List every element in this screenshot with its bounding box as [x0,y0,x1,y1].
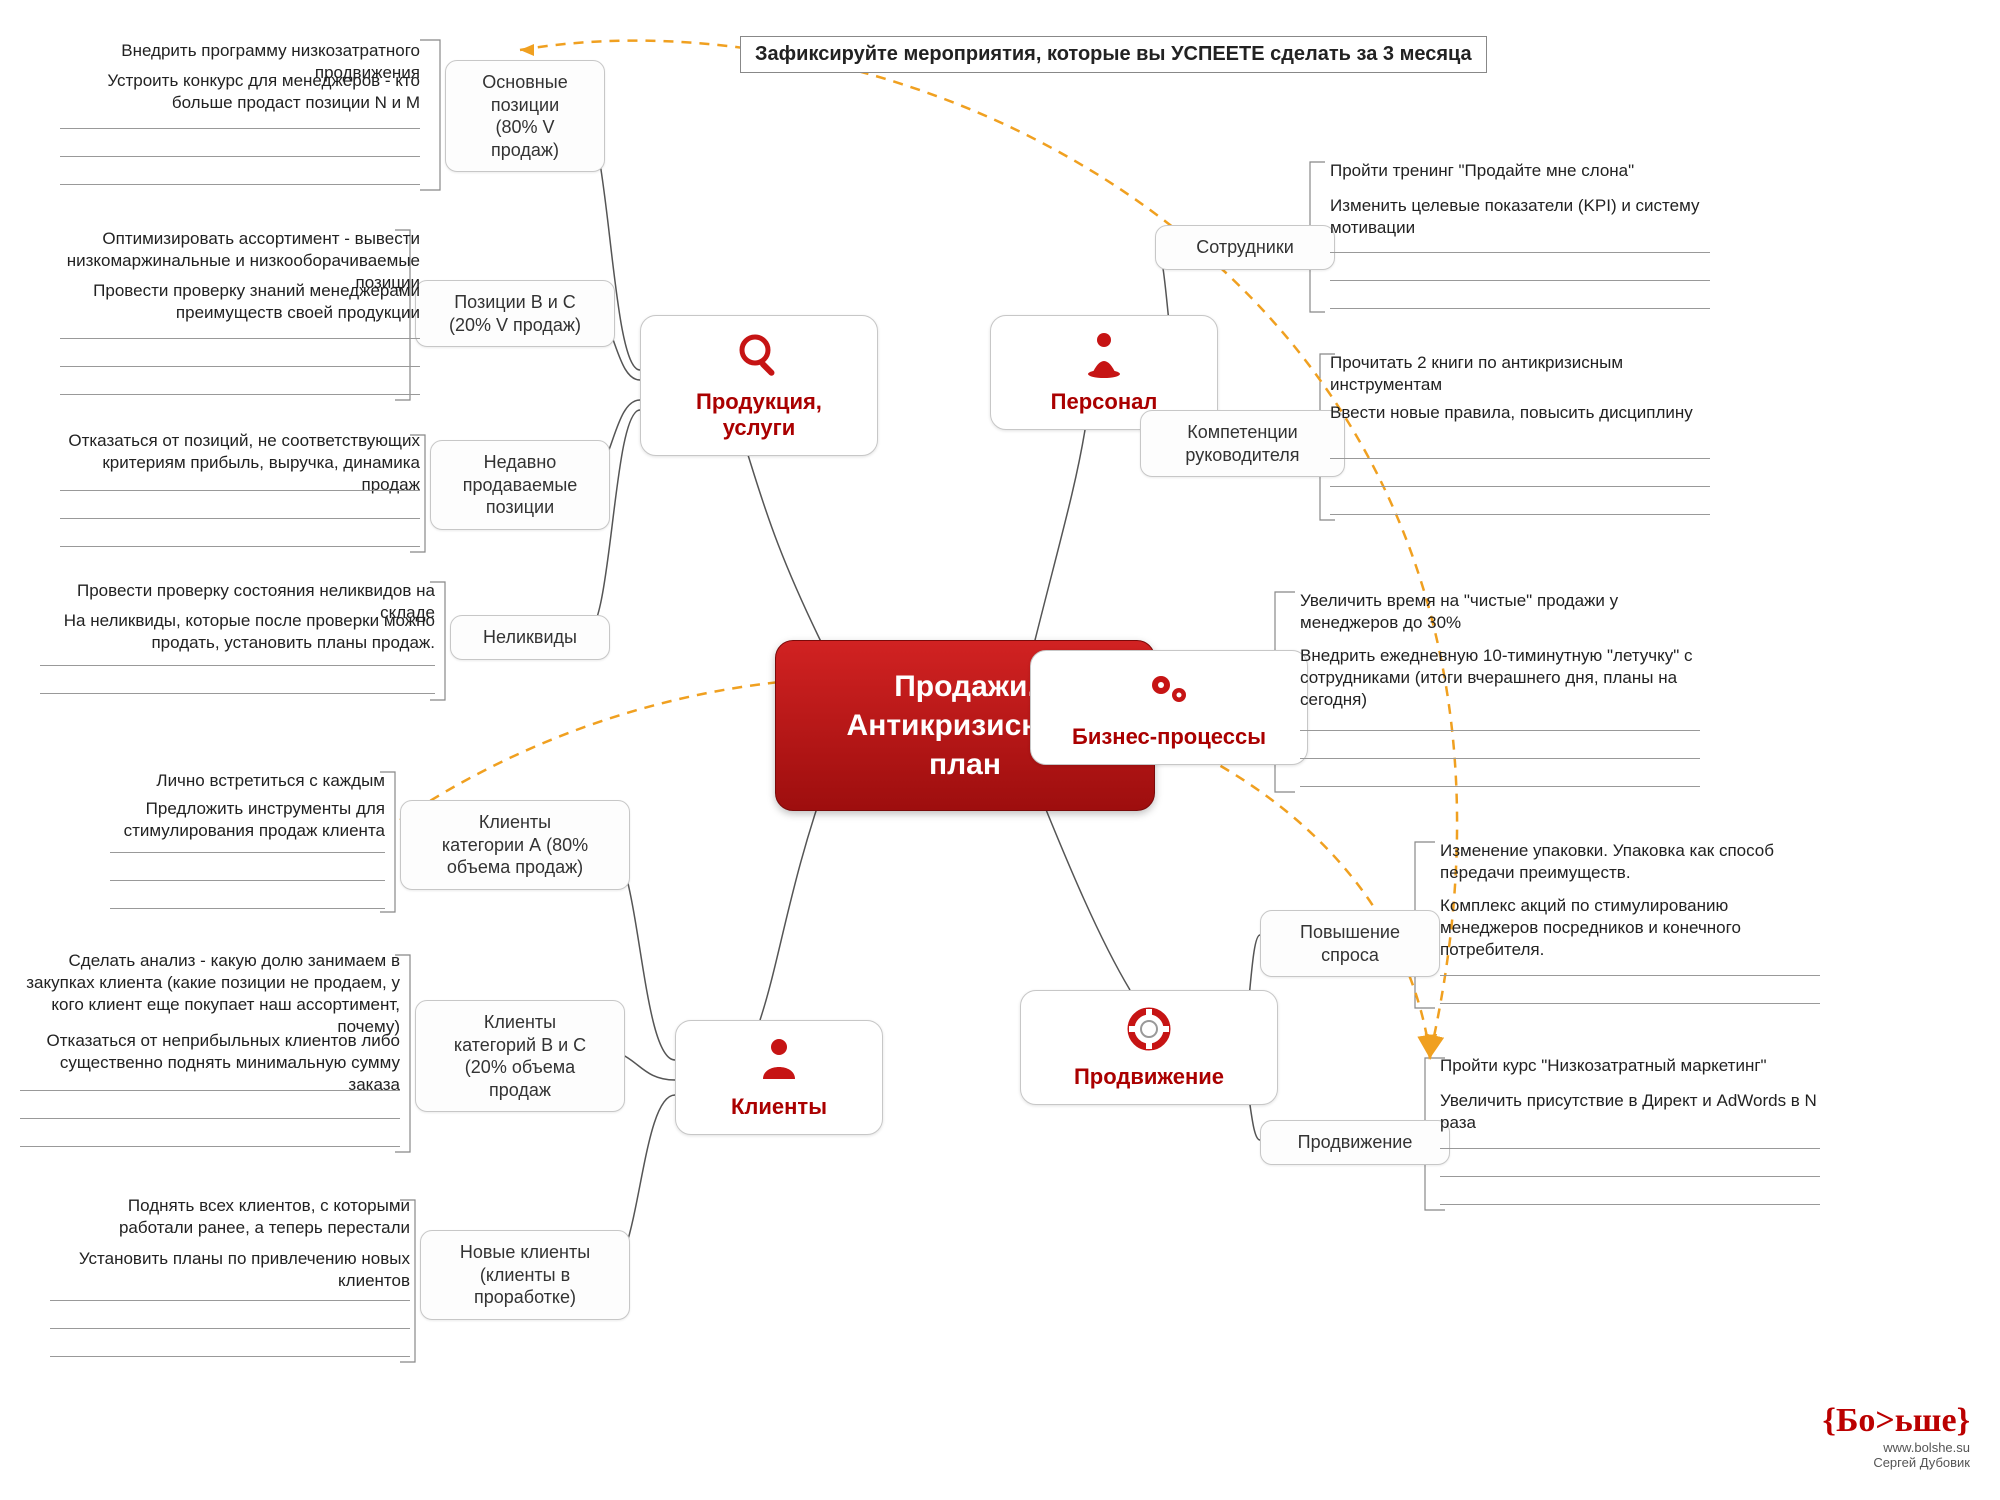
logo: {Бо>ьше} www.bolshe.su Сергей Дубовик [1823,1402,1970,1470]
branch-clients: Клиенты [675,1020,883,1135]
title-box: Зафиксируйте мероприятия, которые вы УСП… [740,36,1487,73]
subnode-s1: Сотрудники [1155,225,1335,270]
subnode-s2: Компетенциируководителя [1140,410,1345,477]
blank-line [110,880,385,881]
logo-url: www.bolshe.su [1823,1440,1970,1455]
branch-products: Продукция,услуги [640,315,878,456]
blank-line [60,546,420,547]
blank-line [60,338,420,339]
branch-staff-icon [1009,330,1199,383]
blank-line [50,1356,410,1357]
leaf-text: Провести проверку знаний менеджерами пре… [60,280,420,324]
leaf-text: Пройти курс "Низкозатратный маркетинг" [1440,1055,1820,1077]
leaf-text: Сделать анализ - какую долю занимаем в з… [20,950,400,1038]
blank-line [110,908,385,909]
leaf-text: Поднять всех клиентов, с которыми работа… [50,1195,410,1239]
branch-clients-icon [694,1035,864,1088]
leaf-text: Увеличить время на "чистые" продажи у ме… [1300,590,1700,634]
subnode-c2: Клиентыкатегорий В и С(20% объемапродаж [415,1000,625,1112]
blank-line [60,366,420,367]
mindmap-stage: { "canvas": { "w": 2000, "h": 1500, "bg"… [0,0,2000,1500]
logo-author: Сергей Дубовик [1823,1455,1970,1470]
blank-line [1440,1003,1820,1004]
blank-line [1330,308,1710,309]
leaf-text: Прочитать 2 книги по антикризисным инстр… [1330,352,1710,396]
branch-process-title: Бизнес-процессы [1049,724,1289,750]
title-text: Зафиксируйте мероприятия, которые вы УСП… [755,43,1472,65]
blank-line [1330,514,1710,515]
branch-promo: Продвижение [1020,990,1278,1105]
blank-line [110,852,385,853]
leaf-text: Отказаться от позиций, не соответствующи… [60,430,420,496]
blank-line [60,394,420,395]
branch-clients-title: Клиенты [694,1094,864,1120]
leaf-text: Ввести новые правила, повысить дисциплин… [1330,402,1710,424]
subnode-p3: Недавнопродаваемыепозиции [430,440,610,530]
leaf-text: Лично встретиться с каждым [110,770,385,792]
blank-line [40,665,435,666]
subnode-p1: Основныепозиции(80% Vпродаж) [445,60,605,172]
blank-line [50,1328,410,1329]
branch-products-title: Продукция,услуги [659,389,859,441]
blank-line [60,184,420,185]
leaf-text: Комплекс акций по стимулированию менедже… [1440,895,1820,961]
blank-line [20,1118,400,1119]
subnode-p2: Позиции В и С(20% V продаж) [415,280,615,347]
blank-line [1300,758,1700,759]
blank-line [60,156,420,157]
blank-line [1330,252,1710,253]
blank-line [60,518,420,519]
blank-line [50,1300,410,1301]
blank-line [40,693,435,694]
leaf-text: Изменить целевые показатели (KPI) и сист… [1330,195,1710,239]
blank-line [60,490,420,491]
blank-line [60,128,420,129]
blank-line [1330,458,1710,459]
subnode-c3: Новые клиенты(клиенты впроработке) [420,1230,630,1320]
leaf-text: Установить планы по привлечению новых кл… [50,1248,410,1292]
subnode-d1: Повышениеспроса [1260,910,1440,977]
subnode-d2: Продвижение [1260,1120,1450,1165]
blank-line [1440,975,1820,976]
branch-process-icon [1049,665,1289,718]
subnode-c1: Клиентыкатегории А (80%объема продаж) [400,800,630,890]
leaf-text: Внедрить ежедневную 10-тиминутную "летуч… [1300,645,1700,711]
leaf-text: Предложить инструменты для стимулировани… [110,798,385,842]
blank-line [1330,280,1710,281]
blank-line [1330,486,1710,487]
branch-products-icon [659,330,859,383]
logo-brand: {Бо>ьше} [1823,1402,1970,1439]
leaf-text: Увеличить присутствие в Директ и AdWords… [1440,1090,1820,1134]
branch-process: Бизнес-процессы [1030,650,1308,765]
blank-line [1440,1148,1820,1149]
leaf-text: Устроить конкурс для менеджеров - кто бо… [60,70,420,114]
blank-line [1300,786,1700,787]
leaf-text: На неликвиды, которые после проверки мож… [40,610,435,654]
blank-line [20,1090,400,1091]
blank-line [1440,1204,1820,1205]
leaf-text: Пройти тренинг "Продайте мне слона" [1330,160,1710,182]
branch-promo-title: Продвижение [1039,1064,1259,1090]
leaf-text: Отказаться от неприбыльных клиентов либо… [20,1030,400,1096]
blank-line [1300,730,1700,731]
blank-line [20,1146,400,1147]
blank-line [1440,1176,1820,1177]
leaf-text: Изменение упаковки. Упаковка как способ … [1440,840,1820,884]
branch-promo-icon [1039,1005,1259,1058]
subnode-p4: Неликвиды [450,615,610,660]
